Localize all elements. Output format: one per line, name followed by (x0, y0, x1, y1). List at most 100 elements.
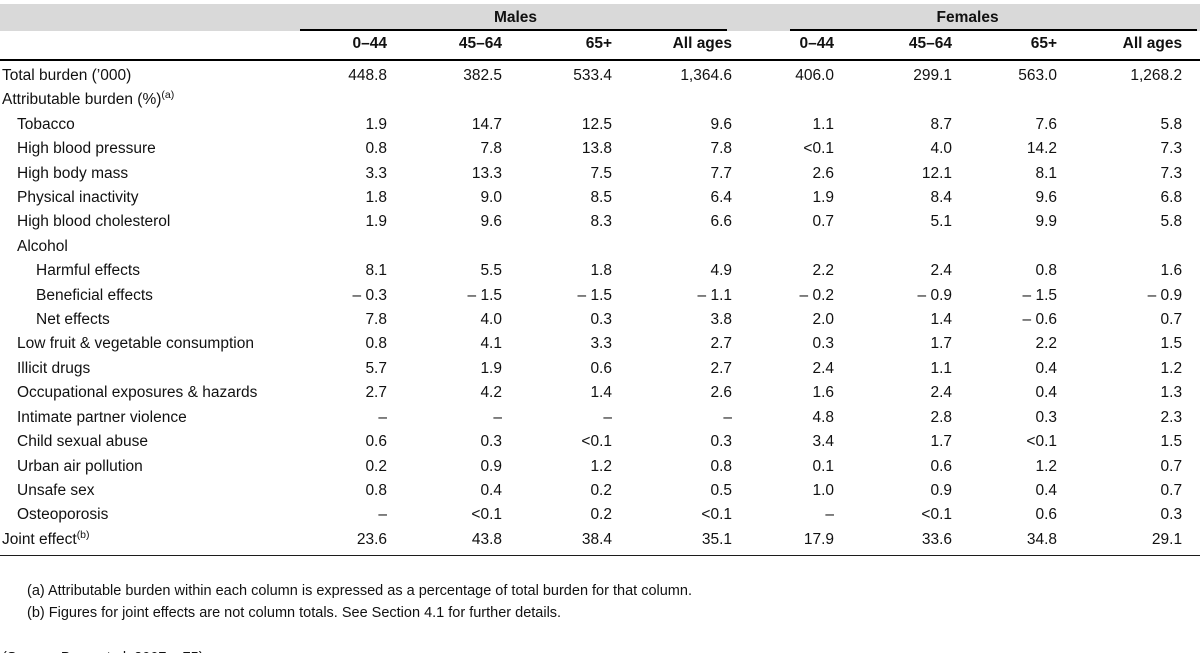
table-row: High body mass 3.3 13.3 7.5 7.7 2.6 12.1… (0, 162, 1200, 186)
attributable-burden-table: Males Females 0–44 45–64 65+ All ages 0–… (0, 4, 1200, 557)
corner-spacer (0, 4, 296, 31)
females-label: Females (936, 8, 999, 26)
table-row: Tobacco 1.9 14.7 12.5 9.6 1.1 8.7 7.6 5.… (0, 113, 1200, 137)
row-label: High blood cholesterol (17, 213, 171, 231)
cell-value: 9.6 (480, 213, 502, 231)
cell-value: 4.9 (710, 262, 733, 280)
cell-value: 5.1 (930, 213, 953, 231)
cell-value: 35.1 (615, 527, 736, 557)
cell-value: 2.0 (812, 311, 835, 329)
cell-value: 563.0 (1018, 67, 1058, 84)
cell-value: 8.5 (590, 189, 612, 207)
row-label: Joint effect(b) (0, 527, 296, 557)
table-row: Net effects 7.8 4.0 0.3 3.8 2.0 1.4 – 0.… (0, 308, 1200, 332)
cell-value: 13.3 (471, 164, 502, 182)
cell-value: 1.8 (365, 189, 387, 207)
cell-value: 0.7 (1160, 311, 1183, 329)
cell-value: 1.7 (930, 433, 953, 451)
cell-value (296, 235, 390, 259)
cell-value: 9.6 (1035, 189, 1058, 207)
cell-value (1060, 88, 1200, 112)
row-label: Osteoporosis (17, 506, 109, 524)
cell-value: 1,364.6 (680, 67, 733, 84)
age-column-header-males-45-64: 45–64 (390, 31, 505, 61)
cell-value: 1.4 (590, 384, 612, 402)
cell-value: – 1.5 (577, 286, 612, 304)
cell-value: 6.4 (710, 189, 733, 207)
table-row: Low fruit & vegetable consumption 0.8 4.… (0, 332, 1200, 356)
cell-value: <0.1 (701, 506, 733, 524)
table-body: Total burden (’000) 448.8 382.5 533.4 1,… (0, 60, 1200, 557)
cell-value: 1.5 (1160, 335, 1183, 353)
cell-value: 5.5 (480, 262, 502, 280)
row-label: Intimate partner violence (17, 408, 187, 426)
cell-value: 9.9 (1035, 213, 1058, 231)
cell-value: – 0.6 (1022, 311, 1058, 329)
cell-value: 1,268.2 (1130, 67, 1183, 84)
cell-value: 0.8 (710, 457, 733, 475)
cell-value: 0.8 (365, 140, 387, 158)
cell-value: 0.9 (930, 481, 953, 499)
cell-value: 2.6 (812, 164, 835, 182)
table-row: High blood pressure 0.8 7.8 13.8 7.8 <0.… (0, 137, 1200, 161)
cell-value: 299.1 (913, 67, 953, 84)
cell-value (615, 88, 735, 112)
cell-value: 38.4 (505, 527, 615, 557)
row-label: Tobacco (17, 115, 75, 133)
cell-value: 1.2 (1035, 457, 1058, 475)
table-row: Illicit drugs 5.7 1.9 0.6 2.7 2.4 1.1 0.… (0, 357, 1200, 381)
cell-value: 2.3 (1160, 408, 1183, 426)
cell-value: 0.9 (480, 457, 502, 475)
table-row: Beneficial effects – 0.3 – 1.5 – 1.5 – 1… (0, 284, 1200, 308)
cell-value: 1.6 (812, 384, 835, 402)
cell-value: 8.1 (1035, 164, 1058, 182)
cell-value: <0.1 (581, 433, 612, 451)
cell-value: 0.3 (590, 311, 612, 329)
cell-value: 4.0 (930, 140, 953, 158)
cell-value: <0.1 (471, 506, 502, 524)
age-column-header-females-0-44: 0–44 (735, 31, 838, 61)
cell-value: 0.8 (365, 335, 387, 353)
row-label: Total burden (’000) (2, 67, 132, 84)
source-citation: (Source: Begg et al. 2007 p 75) (2, 650, 1200, 653)
cell-value: 7.3 (1160, 140, 1183, 158)
cell-value: 8.1 (365, 262, 387, 280)
cell-value: 1.0 (812, 481, 835, 499)
cell-value: 33.6 (837, 527, 956, 557)
cell-value (735, 88, 837, 112)
table-row: High blood cholesterol 1.9 9.6 8.3 6.6 0… (0, 210, 1200, 234)
table-row: Joint effect(b) 23.6 43.8 38.4 35.1 17.9… (0, 527, 1200, 557)
cell-value: 0.7 (1160, 481, 1183, 499)
cell-value: 14.2 (1026, 140, 1058, 158)
cell-value (505, 235, 615, 259)
cell-value: 1.1 (812, 115, 835, 133)
cell-value (615, 235, 735, 259)
row-label: Alcohol (17, 237, 68, 255)
footnote-marker: (b) (76, 528, 90, 541)
table-row: Osteoporosis – <0.1 0.2 <0.1 – <0.1 0.6 … (0, 503, 1200, 527)
cell-value: 1.9 (365, 115, 387, 133)
cell-value: <0.1 (921, 506, 953, 524)
cell-value: 13.8 (581, 140, 612, 158)
cell-value: 2.8 (930, 408, 953, 426)
males-underline (300, 29, 728, 31)
cell-value: 34.8 (955, 527, 1061, 557)
cell-value: 2.7 (365, 384, 387, 402)
males-group-header: Males (296, 4, 736, 31)
cell-value: 406.0 (795, 67, 835, 84)
age-header-row: 0–44 45–64 65+ All ages 0–44 45–64 65+ A… (0, 31, 1200, 61)
cell-value: – (493, 408, 502, 426)
cell-value: 533.4 (573, 67, 612, 84)
cell-value: <0.1 (803, 140, 835, 158)
cell-value (955, 235, 1060, 259)
cell-value: 3.4 (812, 433, 835, 451)
table-row: Harmful effects 8.1 5.5 1.8 4.9 2.2 2.4 … (0, 259, 1200, 283)
cell-value (837, 88, 955, 112)
cell-value: 0.6 (590, 359, 612, 377)
row-label: Illicit drugs (17, 359, 91, 377)
row-label: Occupational exposures & hazards (17, 384, 258, 402)
cell-value: 2.7 (710, 335, 733, 353)
cell-value: 0.7 (1160, 457, 1183, 475)
table-row: Attributable burden (%)(a) (0, 88, 1200, 112)
table-header: Males Females 0–44 45–64 65+ All ages 0–… (0, 4, 1200, 61)
